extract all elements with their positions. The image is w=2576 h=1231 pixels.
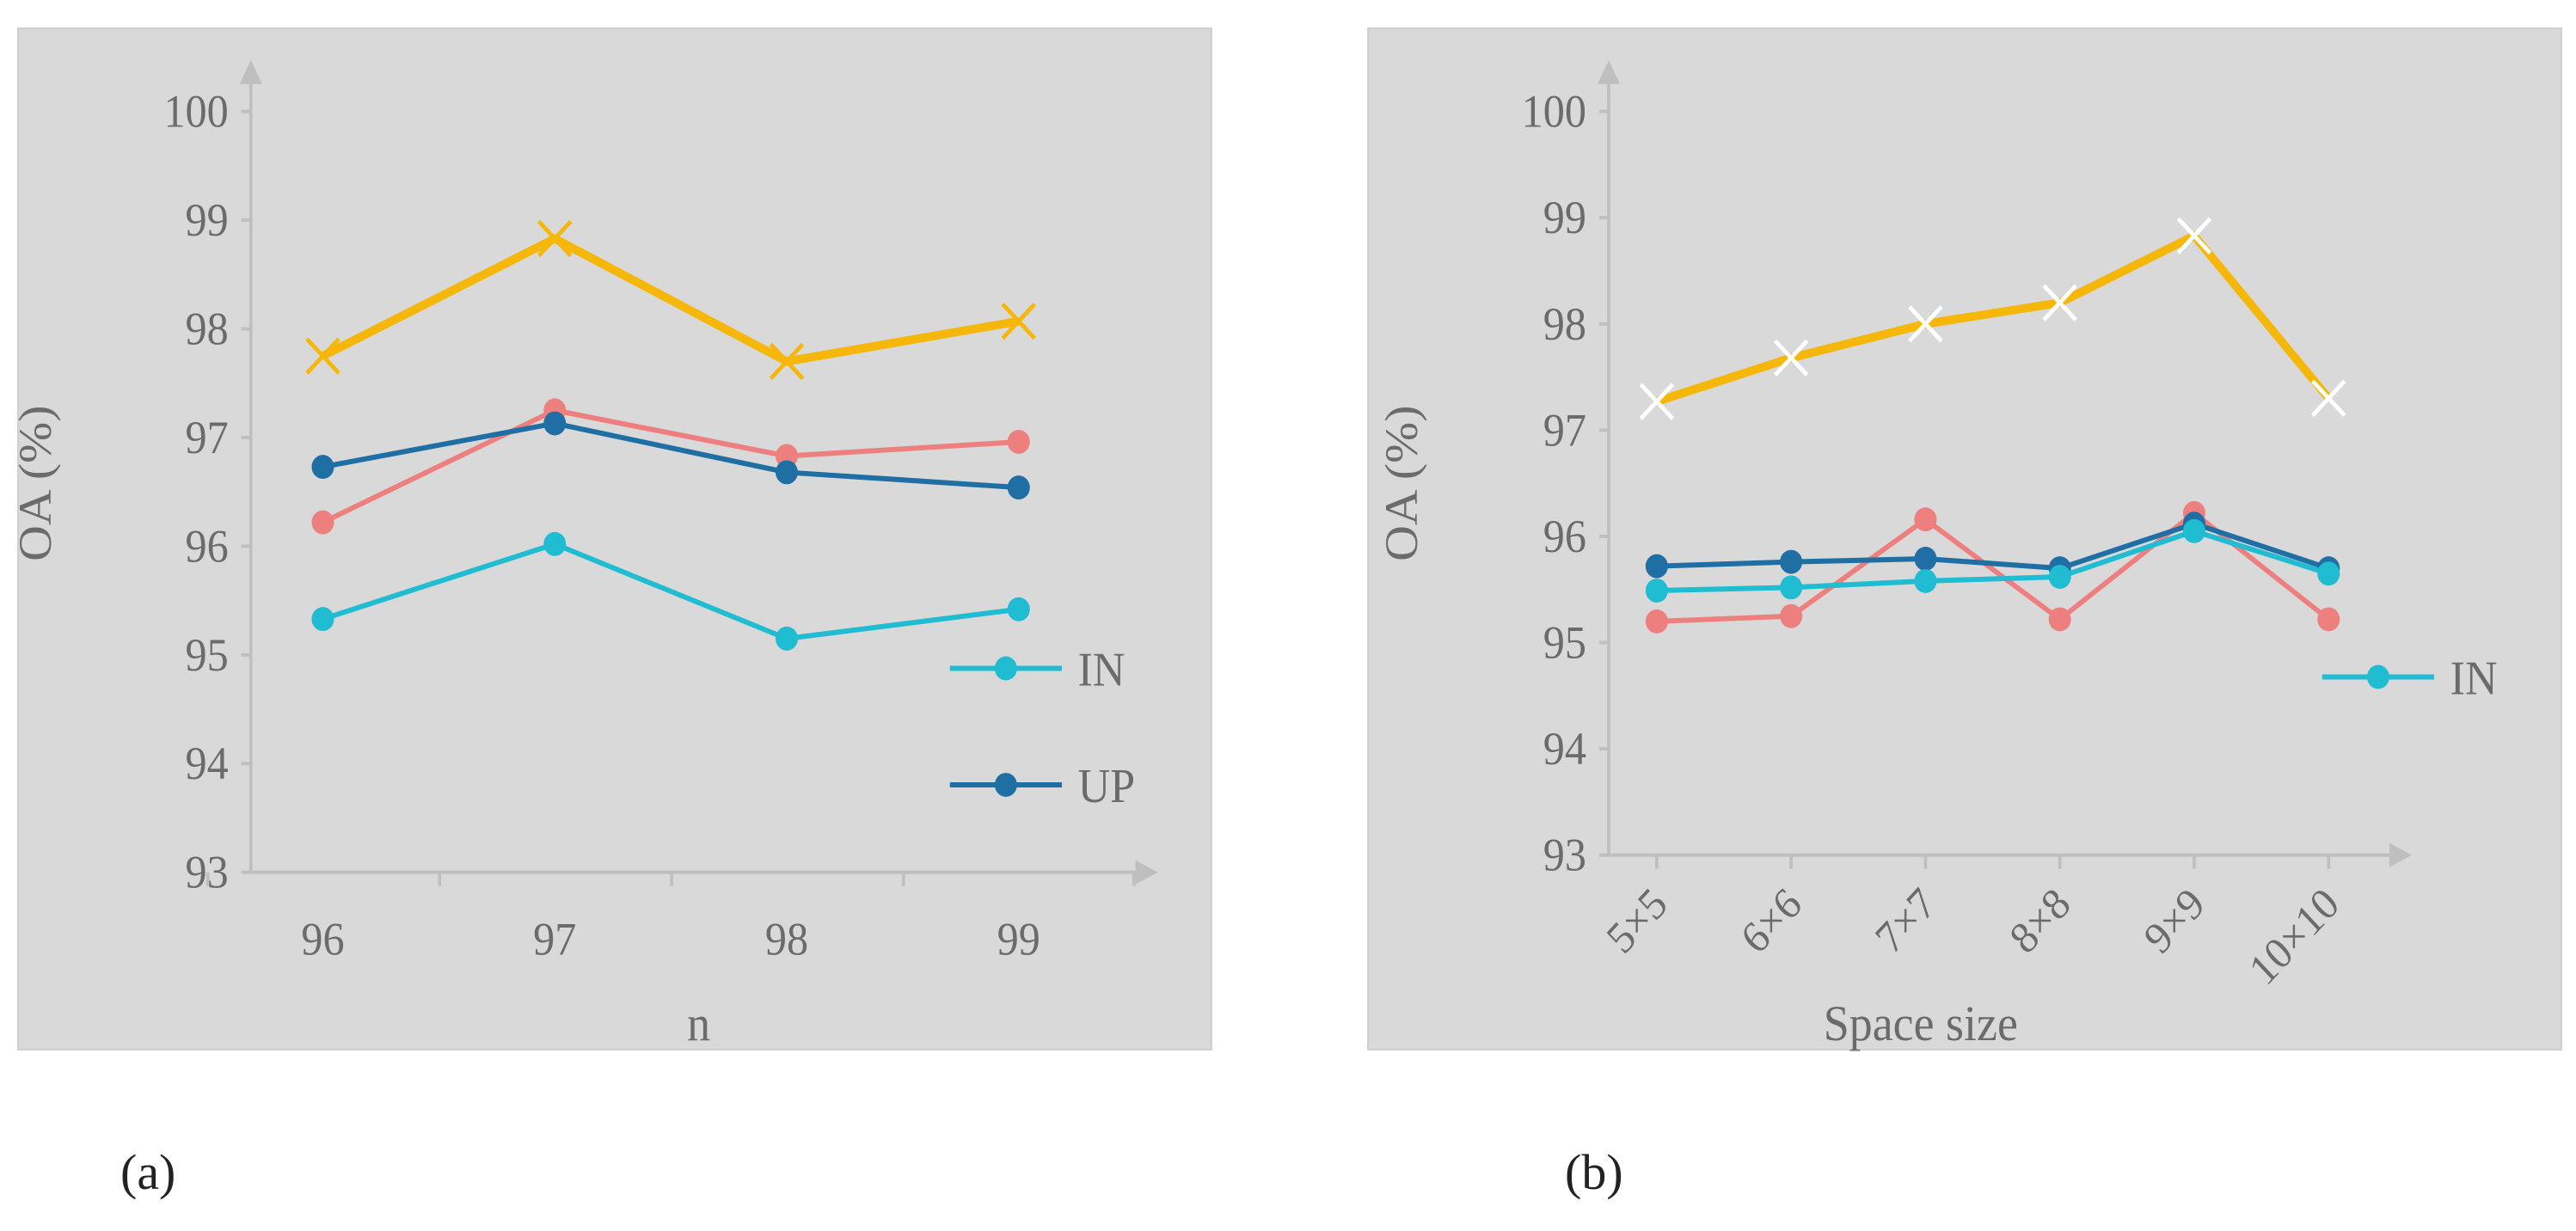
legend-label-a: UP — [1078, 759, 1136, 812]
data-point-b-3 — [1780, 575, 1803, 600]
series-line-a-1 — [322, 407, 1019, 525]
data-point-a-3 — [543, 531, 567, 556]
y-tick-label-a: 97 — [185, 413, 228, 463]
data-point-b-2 — [1914, 547, 1937, 571]
x-marker-stroke — [2042, 284, 2077, 322]
legend-marker-a — [994, 656, 1017, 681]
data-point-a-3 — [311, 607, 334, 632]
y-axis-title-a: OA (%) — [10, 406, 62, 561]
y-tick-label-b: 97 — [1543, 406, 1586, 456]
data-point-x-a-0 — [769, 342, 805, 381]
data-point-b-1 — [2048, 607, 2071, 632]
x-tick-label-a: 98 — [765, 915, 808, 965]
data-point-b-3 — [2182, 518, 2205, 543]
caption-b: (b) — [1565, 1144, 1623, 1200]
x-marker-stroke — [2176, 217, 2212, 254]
x-axis-title-a: n — [687, 996, 710, 1051]
series-line-a-0 — [321, 234, 1020, 366]
y-tick-label-a: 98 — [185, 304, 228, 355]
data-point-x-b-0 — [1773, 339, 1809, 377]
chart-panel-a: 93 94 95 96 97 98 99 100 96 97 98 99 OA (%) n IN UP — [10, 28, 1212, 1051]
x-tick-label-a: 97 — [533, 915, 576, 965]
y-axis-arrow-a — [239, 59, 262, 84]
data-point-x-b-0 — [1908, 305, 1943, 343]
data-point-x-b-0 — [2310, 379, 2346, 418]
data-point-b-3 — [1914, 568, 1937, 593]
data-point-a-3 — [1007, 597, 1030, 622]
data-point-a-1 — [1007, 430, 1030, 454]
y-tick-label-a: 95 — [185, 630, 228, 681]
data-point-b-1 — [2317, 607, 2340, 632]
data-point-b-3 — [2317, 561, 2340, 586]
x-marker-stroke — [1773, 339, 1809, 377]
series-line-b-1 — [1656, 510, 2330, 624]
x-axis-title-b: Space size — [1824, 996, 2018, 1051]
x-marker-stroke — [2310, 379, 2346, 418]
y-tick-label-b: 99 — [1543, 193, 1586, 244]
series-line-b-0 — [1655, 231, 2332, 406]
y-axis-title-b: OA (%) — [1377, 406, 1428, 561]
data-point-x-b-0 — [2176, 217, 2212, 254]
data-point-b-3 — [1645, 579, 1668, 603]
data-point-a-3 — [775, 626, 799, 651]
data-point-a-2 — [311, 455, 334, 480]
y-tick-label-b: 94 — [1543, 725, 1586, 775]
data-point-a-1 — [311, 510, 334, 535]
x-tick-label-b: 8×8 — [2000, 879, 2079, 963]
y-tick-label-a: 94 — [185, 739, 228, 790]
data-point-b-3 — [2048, 565, 2071, 589]
y-tick-label-b: 98 — [1543, 299, 1586, 350]
x-marker-stroke — [305, 337, 340, 375]
data-point-x-b-0 — [1639, 383, 1675, 420]
data-point-x-a-0 — [1001, 302, 1037, 340]
y-tick-label-b: 95 — [1543, 618, 1586, 669]
data-point-b-2 — [1645, 554, 1668, 579]
legend-label-a: IN — [1078, 643, 1125, 696]
series-line-a-3 — [322, 541, 1020, 641]
data-point-a-2 — [543, 411, 567, 436]
series-line-b-2 — [1656, 521, 2330, 572]
chart-b-svg: 93 94 95 96 97 98 99 100 5×5 6×6 7×7 8×8 9×9 10×10 OA … — [1377, 59, 2498, 1051]
legend-marker-b — [2366, 664, 2389, 689]
y-tick-label-a: 99 — [185, 196, 228, 247]
series-line-b-3 — [1656, 528, 2330, 594]
legend-label-b: IN — [2450, 652, 2498, 705]
data-point-b-1 — [1780, 603, 1803, 628]
x-marker-stroke — [537, 219, 573, 258]
y-tick-label-b: 93 — [1543, 830, 1586, 881]
y-axis-arrow-b — [1598, 59, 1621, 84]
y-tick-label-a: 96 — [185, 522, 228, 573]
x-marker-stroke — [769, 342, 805, 381]
data-point-b-2 — [1780, 549, 1803, 574]
data-point-x-b-0 — [2042, 284, 2077, 322]
x-marker-stroke — [1001, 302, 1037, 340]
y-tick-label-b: 100 — [1522, 87, 1586, 138]
legend-marker-a — [994, 773, 1017, 797]
x-tick-label-b: 10×10 — [2240, 879, 2348, 995]
series-line-a-2 — [322, 420, 1019, 491]
data-point-b-1 — [1914, 507, 1937, 532]
x-tick-label-b: 6×6 — [1732, 879, 1811, 963]
x-axis-arrow-a — [1135, 860, 1158, 885]
caption-a: (a) — [120, 1144, 176, 1200]
y-tick-label-a: 100 — [163, 87, 228, 138]
x-marker-stroke — [1639, 383, 1675, 420]
x-tick-label-b: 7×7 — [1866, 879, 1945, 963]
y-tick-label-b: 96 — [1543, 511, 1586, 562]
x-tick-label-a: 96 — [301, 915, 344, 965]
x-axis-arrow-b — [2389, 842, 2412, 867]
data-point-x-a-0 — [537, 219, 573, 258]
x-tick-label-a: 99 — [997, 915, 1040, 965]
chart-panel-b: 93 94 95 96 97 98 99 100 5×5 6×6 7×7 8×8 9×9 10×10 OA … — [1367, 28, 2562, 1051]
x-tick-label-b: 9×9 — [2135, 879, 2214, 963]
data-point-a-2 — [1007, 475, 1030, 500]
x-marker-stroke — [1908, 305, 1943, 343]
x-tick-label-b: 5×5 — [1598, 879, 1677, 963]
data-point-x-a-0 — [305, 337, 340, 375]
data-point-b-1 — [1645, 609, 1668, 634]
data-point-a-2 — [775, 460, 799, 485]
